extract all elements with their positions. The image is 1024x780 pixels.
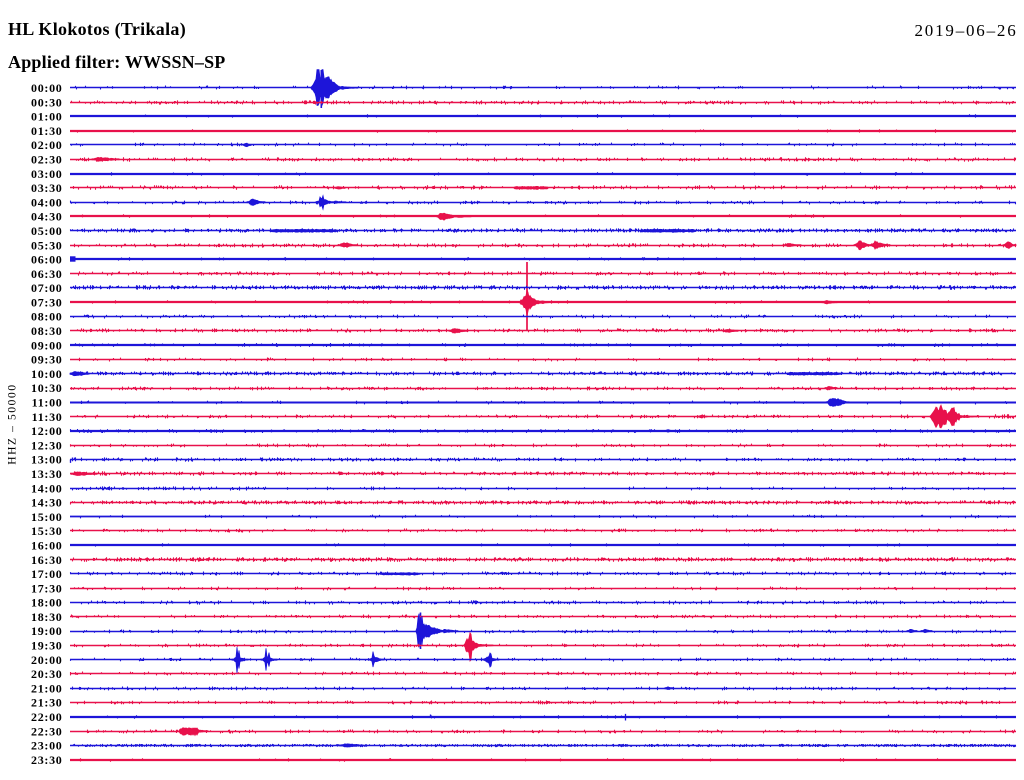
svg-text:18:00: 18:00 — [31, 596, 63, 610]
svg-text:19:00: 19:00 — [31, 624, 63, 638]
svg-text:14:30: 14:30 — [31, 496, 63, 510]
svg-text:05:00: 05:00 — [31, 224, 63, 238]
svg-text:13:00: 13:00 — [31, 453, 63, 467]
svg-text:17:30: 17:30 — [31, 581, 63, 595]
svg-text:HHZ – 50000: HHZ – 50000 — [7, 383, 19, 465]
svg-text:00:30: 00:30 — [31, 95, 63, 109]
svg-text:11:00: 11:00 — [32, 396, 63, 410]
svg-text:01:30: 01:30 — [31, 124, 63, 138]
svg-text:04:00: 04:00 — [31, 195, 63, 209]
svg-text:03:30: 03:30 — [31, 181, 63, 195]
svg-text:17:00: 17:00 — [31, 567, 63, 581]
svg-text:09:30: 09:30 — [31, 353, 63, 367]
svg-text:15:30: 15:30 — [31, 524, 63, 538]
svg-text:20:30: 20:30 — [31, 667, 63, 681]
svg-text:20:00: 20:00 — [31, 653, 63, 667]
svg-text:13:30: 13:30 — [31, 467, 63, 481]
svg-text:10:30: 10:30 — [31, 381, 63, 395]
svg-text:04:30: 04:30 — [31, 210, 63, 224]
svg-text:22:00: 22:00 — [31, 710, 63, 724]
svg-text:03:00: 03:00 — [31, 167, 63, 181]
svg-text:05:30: 05:30 — [31, 238, 63, 252]
svg-text:22:30: 22:30 — [31, 724, 63, 738]
svg-text:16:00: 16:00 — [31, 539, 63, 553]
svg-text:23:00: 23:00 — [31, 739, 63, 753]
svg-text:06:00: 06:00 — [31, 253, 63, 267]
svg-text:HL Klokotos (Trikala): HL Klokotos (Trikala) — [8, 19, 186, 40]
svg-text:16:30: 16:30 — [31, 553, 63, 567]
svg-text:15:00: 15:00 — [31, 510, 63, 524]
svg-text:21:00: 21:00 — [31, 681, 63, 695]
svg-text:19:30: 19:30 — [31, 639, 63, 653]
svg-text:02:30: 02:30 — [31, 153, 63, 167]
svg-text:18:30: 18:30 — [31, 610, 63, 624]
svg-text:06:30: 06:30 — [31, 267, 63, 281]
svg-text:07:30: 07:30 — [31, 295, 63, 309]
svg-text:12:30: 12:30 — [31, 438, 63, 452]
svg-text:2019–06–26: 2019–06–26 — [915, 21, 1018, 40]
svg-text:21:30: 21:30 — [31, 696, 63, 710]
svg-text:23:30: 23:30 — [31, 753, 63, 767]
svg-text:09:00: 09:00 — [31, 338, 63, 352]
svg-text:02:00: 02:00 — [31, 138, 63, 152]
svg-text:01:00: 01:00 — [31, 110, 63, 124]
svg-text:Applied filter: WWSSN–SP: Applied filter: WWSSN–SP — [8, 52, 226, 72]
svg-text:14:00: 14:00 — [31, 481, 63, 495]
svg-text:00:00: 00:00 — [31, 81, 63, 95]
svg-text:10:00: 10:00 — [31, 367, 63, 381]
svg-text:08:00: 08:00 — [31, 310, 63, 324]
svg-text:11:30: 11:30 — [32, 410, 63, 424]
svg-text:07:00: 07:00 — [31, 281, 63, 295]
svg-text:12:00: 12:00 — [31, 424, 63, 438]
svg-text:08:30: 08:30 — [31, 324, 63, 338]
